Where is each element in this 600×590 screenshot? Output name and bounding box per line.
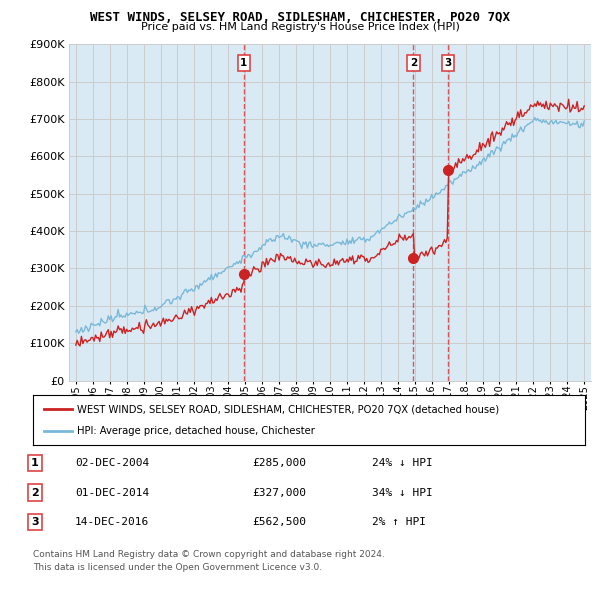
Text: This data is licensed under the Open Government Licence v3.0.: This data is licensed under the Open Gov…	[33, 563, 322, 572]
Text: 01-DEC-2014: 01-DEC-2014	[75, 488, 149, 497]
Text: 1: 1	[31, 458, 38, 468]
Text: 1: 1	[240, 58, 248, 68]
Text: Price paid vs. HM Land Registry's House Price Index (HPI): Price paid vs. HM Land Registry's House …	[140, 22, 460, 32]
Text: HPI: Average price, detached house, Chichester: HPI: Average price, detached house, Chic…	[77, 427, 315, 437]
Text: 24% ↓ HPI: 24% ↓ HPI	[372, 458, 433, 468]
Text: Contains HM Land Registry data © Crown copyright and database right 2024.: Contains HM Land Registry data © Crown c…	[33, 550, 385, 559]
Text: 3: 3	[444, 58, 451, 68]
Text: 02-DEC-2004: 02-DEC-2004	[75, 458, 149, 468]
Text: 14-DEC-2016: 14-DEC-2016	[75, 517, 149, 527]
Text: WEST WINDS, SELSEY ROAD, SIDLESHAM, CHICHESTER, PO20 7QX: WEST WINDS, SELSEY ROAD, SIDLESHAM, CHIC…	[90, 11, 510, 24]
Text: £562,500: £562,500	[252, 517, 306, 527]
Text: 34% ↓ HPI: 34% ↓ HPI	[372, 488, 433, 497]
Text: 2: 2	[31, 488, 38, 497]
Text: £285,000: £285,000	[252, 458, 306, 468]
Text: £327,000: £327,000	[252, 488, 306, 497]
Text: 2% ↑ HPI: 2% ↑ HPI	[372, 517, 426, 527]
Text: 3: 3	[31, 517, 38, 527]
Text: WEST WINDS, SELSEY ROAD, SIDLESHAM, CHICHESTER, PO20 7QX (detached house): WEST WINDS, SELSEY ROAD, SIDLESHAM, CHIC…	[77, 404, 499, 414]
Text: 2: 2	[410, 58, 417, 68]
